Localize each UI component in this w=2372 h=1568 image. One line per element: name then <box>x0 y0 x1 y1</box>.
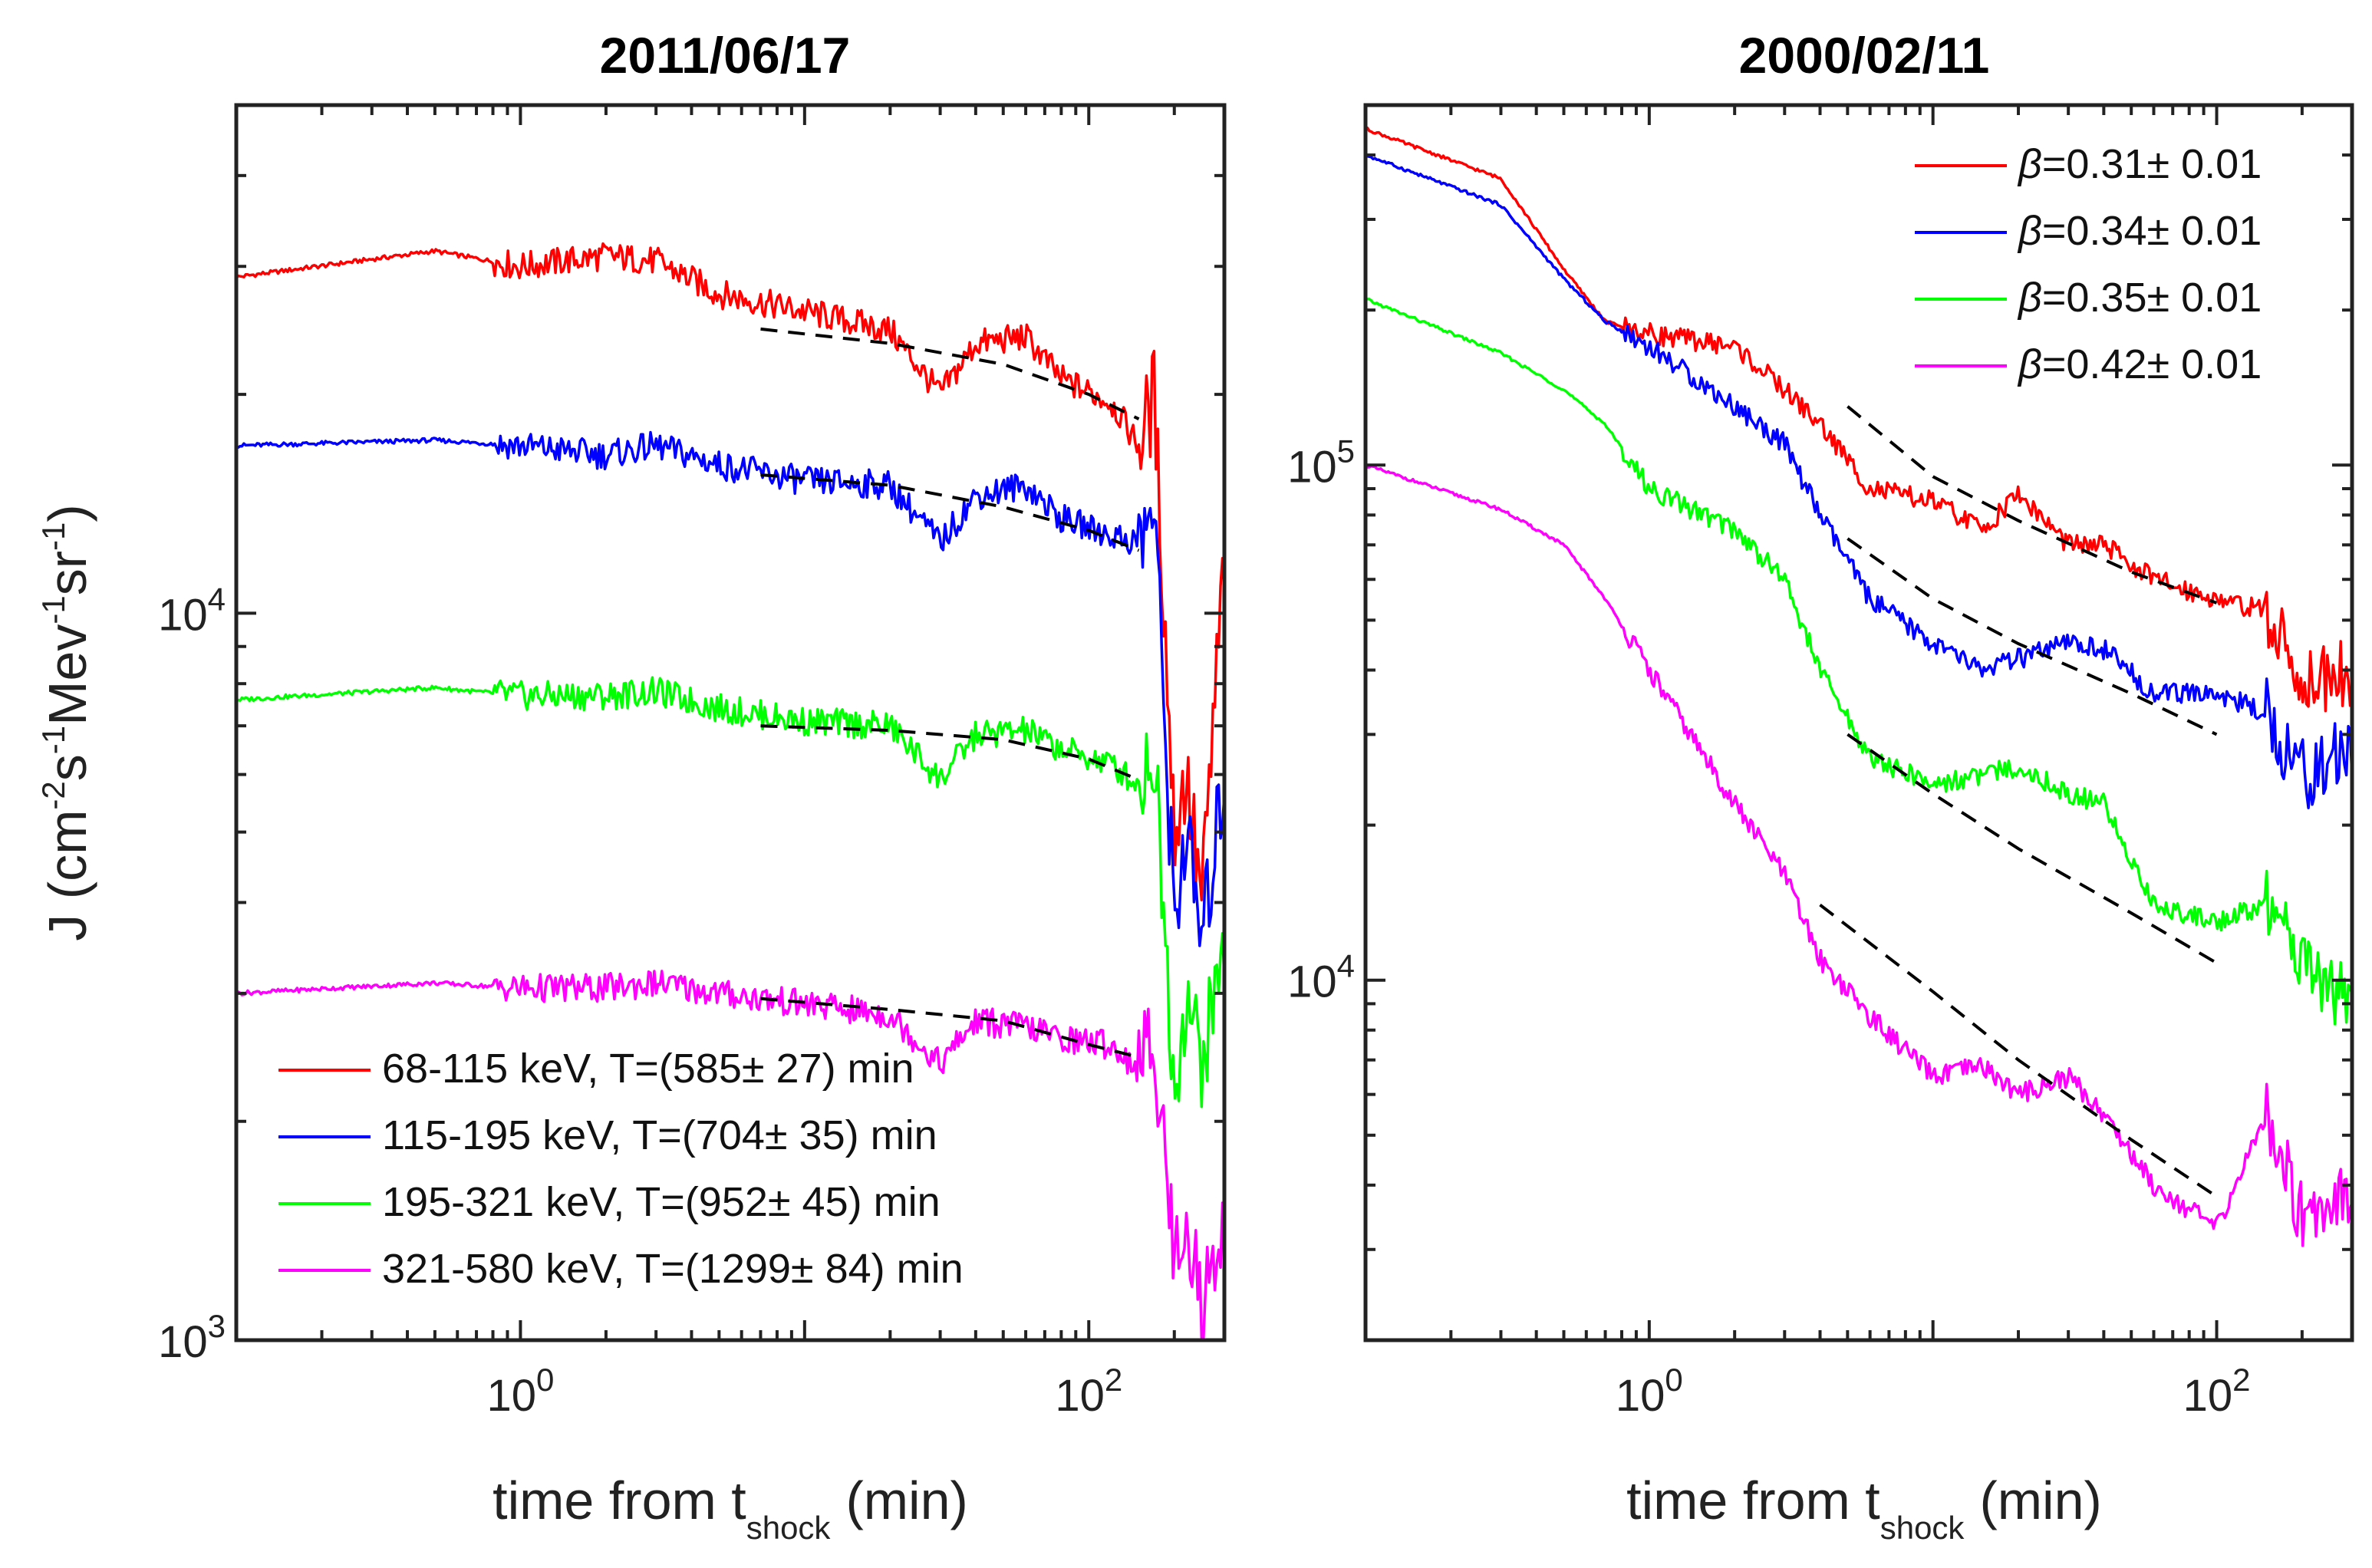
right-x-axis-label-unit: (min) <box>1979 1471 2101 1530</box>
x-tick-exp: 0 <box>1665 1362 1682 1398</box>
y-axis-label-part-4: Mev <box>38 624 97 726</box>
fit-line-1 <box>760 327 1140 420</box>
legend-label-2: 115-195 keV, T=(704± 35) min <box>382 1112 937 1158</box>
left-x-axis-label-unit: (min) <box>845 1471 967 1530</box>
y-tick-base: 10 <box>158 590 208 640</box>
legend-label-4: β=0.42± 0.01 <box>2017 341 2262 387</box>
legend-label-text: 321-580 keV, T=(1299± 84) min <box>382 1246 964 1292</box>
x-tick-base: 10 <box>1055 1371 1105 1421</box>
y-tick-base: 10 <box>1287 957 1337 1007</box>
x-tick-base: 10 <box>1616 1371 1665 1421</box>
left-series-group <box>235 242 1226 1340</box>
right-chart-title: 2000/02/11 <box>1739 27 1990 84</box>
legend-beta-symbol: β <box>2017 208 2042 254</box>
series-line-1 <box>235 242 1226 901</box>
y-tick-label-1: 103 <box>158 1308 226 1367</box>
series-line-4 <box>1364 463 2354 1247</box>
legend-label-text: 195-321 keV, T=(952± 45) min <box>382 1179 941 1225</box>
legend-label-text: 68-115 keV, T=(585± 27) min <box>382 1046 914 1092</box>
y-axis-label-part-6: sr <box>38 551 97 595</box>
left-x-axis-label: time from tshock (min) <box>493 1471 968 1546</box>
left-legend: 68-115 keV, T=(585± 27) min 115-195 keV, … <box>278 1046 964 1292</box>
legend-label-1: 68-115 keV, T=(585± 27) min <box>382 1046 914 1092</box>
legend-label-text: =0.31± 0.01 <box>2042 141 2262 187</box>
legend-label-text: 115-195 keV, T=(704± 35) min <box>382 1112 937 1158</box>
fit-line-2 <box>760 473 1140 552</box>
x-tick-exp: 0 <box>536 1362 554 1398</box>
legend-label-3: β=0.35± 0.01 <box>2017 275 2262 321</box>
fit-line-4 <box>760 996 1139 1059</box>
right-fit-group <box>1819 405 2218 1198</box>
y-axis-label-part-3: -1 <box>35 726 71 754</box>
legend-label-text: =0.34± 0.01 <box>2042 208 2262 254</box>
x-tick-base: 10 <box>486 1371 536 1421</box>
x-tick-exp: 2 <box>1105 1362 1122 1398</box>
x-tick-label-2: 102 <box>1055 1362 1122 1421</box>
y-axis-label: J (cm-2s-1Mev-1sr-1) <box>35 504 97 940</box>
legend-label-1: β=0.31± 0.01 <box>2017 141 2262 187</box>
y-tick-base: 10 <box>1287 442 1337 492</box>
fit-line-3 <box>760 724 1140 782</box>
y-tick-label-1: 104 <box>1287 948 1355 1007</box>
legend-label-text: =0.35± 0.01 <box>2042 275 2262 321</box>
right-legend: β=0.31± 0.01β=0.34± 0.01β=0.35± 0.01β=0.… <box>1915 141 2262 387</box>
x-tick-base: 10 <box>2183 1371 2233 1421</box>
legend-label-2: β=0.34± 0.01 <box>2017 208 2262 254</box>
legend-beta-symbol: β <box>2017 341 2042 387</box>
fit-line-3 <box>1847 733 2218 965</box>
series-line-4 <box>235 970 1226 1340</box>
y-axis-label-part-8: ) <box>38 504 97 522</box>
x-tick-label-2: 102 <box>2183 1362 2251 1421</box>
series-line-1 <box>1365 126 2354 713</box>
x-tick-label-1: 100 <box>1616 1362 1683 1421</box>
left-fit-group <box>760 327 1140 1059</box>
y-axis-label-part-0: J (cm <box>38 810 97 941</box>
y-axis-label-part-5: -1 <box>35 595 71 624</box>
y-tick-exp: 4 <box>1337 948 1355 984</box>
legend-beta-symbol: β <box>2017 141 2042 187</box>
left-x-axis-label-sub: shock <box>746 1510 832 1546</box>
left-x-axis-label-main: time from t <box>493 1471 746 1530</box>
y-tick-label-2: 105 <box>1287 433 1355 492</box>
fit-line-4 <box>1819 904 2218 1198</box>
fit-line-2 <box>1847 537 2218 736</box>
series-line-2 <box>1364 153 2354 809</box>
x-tick-exp: 2 <box>2232 1362 2250 1398</box>
right-x-axis-label: time from tshock (min) <box>1626 1471 2102 1546</box>
y-tick-base: 10 <box>158 1317 208 1367</box>
fit-line-1 <box>1847 405 2218 604</box>
series-line-3 <box>236 676 1226 1108</box>
y-axis-label-part-7: -1 <box>35 522 71 551</box>
right-series-group <box>1364 126 2354 1247</box>
y-tick-exp: 4 <box>208 581 226 617</box>
y-tick-exp: 3 <box>208 1308 226 1344</box>
series-line-2 <box>236 430 1226 947</box>
right-axes-box <box>1363 103 2354 1342</box>
series-line-3 <box>1365 297 2354 1026</box>
right-x-axis-label-sub: shock <box>1880 1510 1965 1546</box>
left-chart-title: 2011/06/17 <box>600 27 851 84</box>
left-axes-box <box>234 103 1227 1342</box>
y-axis-label-part-1: -2 <box>35 781 71 809</box>
legend-label-text: =0.42± 0.01 <box>2042 341 2262 387</box>
y-axis-label-part-2: s <box>38 754 97 781</box>
legend-label-3: 195-321 keV, T=(952± 45) min <box>382 1179 941 1225</box>
right-x-axis-label-main: time from t <box>1626 1471 1880 1530</box>
legend-beta-symbol: β <box>2017 275 2042 321</box>
x-tick-label-1: 100 <box>486 1362 554 1421</box>
legend-label-4: 321-580 keV, T=(1299± 84) min <box>382 1246 964 1292</box>
y-tick-exp: 5 <box>1337 433 1355 469</box>
y-tick-label-2: 104 <box>158 581 226 640</box>
